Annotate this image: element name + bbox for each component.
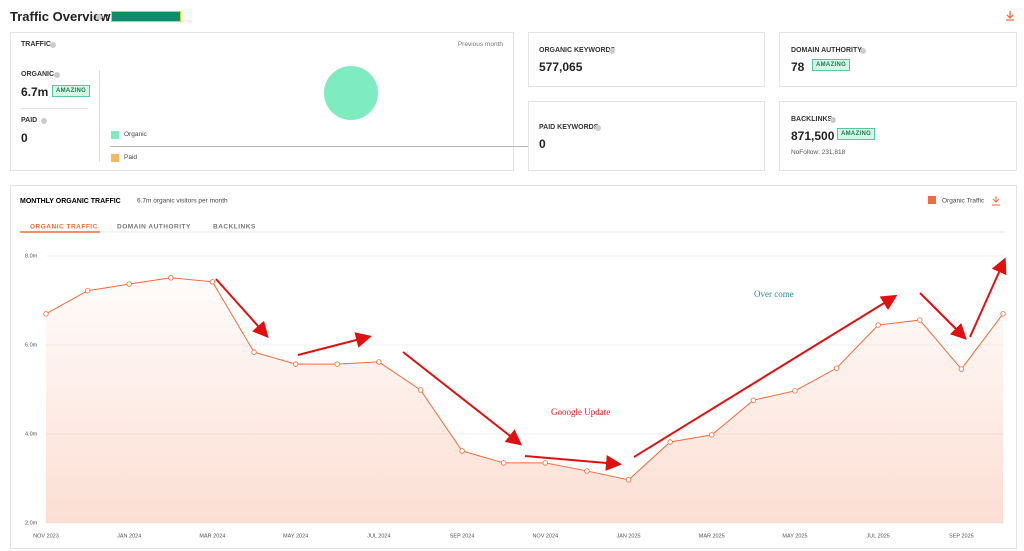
point (376, 359, 382, 365)
masked-domain (111, 11, 181, 22)
tab[interactable]: ORGANIC TRAFFIC (30, 224, 98, 231)
point (417, 387, 424, 393)
chart-title: MONTHLY ORGANIC TRAFFIC (20, 198, 121, 205)
download-button[interactable] (992, 196, 1000, 206)
point (917, 317, 923, 323)
badge: AMAZING (52, 85, 91, 97)
pie-chart (324, 66, 378, 120)
point (209, 279, 216, 285)
period: Previous month (457, 41, 503, 48)
y-tick-label: 4.0m (25, 431, 38, 437)
card-label: ORGANIC KEYWORDS (539, 47, 616, 54)
card-label: ORGANIC (21, 71, 55, 78)
organic-value: 6.7m (21, 85, 49, 99)
card-value: 0 (539, 137, 546, 151)
point (709, 432, 715, 438)
tab[interactable]: DOMAIN AUTHORITY (117, 224, 191, 231)
separator: : (105, 9, 110, 24)
badge: AMAZING (837, 128, 876, 140)
divider (99, 70, 100, 162)
y-tick-label: 2.0m (25, 520, 38, 526)
organic-keywords-card: ORGANIC KEYWORDS 577,065 (528, 32, 765, 87)
point (625, 477, 632, 483)
point (292, 361, 299, 367)
point (126, 281, 132, 287)
x-tick-label: NOV 2023 (33, 533, 59, 539)
card-value: 871,500 (791, 129, 835, 143)
annotation: Gooogle Update (551, 407, 610, 417)
x-tick-label: MAR 2024 (199, 533, 225, 539)
point (459, 448, 465, 454)
x-tick-label: JAN 2025 (616, 533, 640, 539)
info-icon (41, 118, 47, 124)
x-tick-label: MAR 2025 (699, 533, 725, 539)
info-icon (609, 48, 615, 54)
legend-label: Organic (124, 131, 147, 138)
y-tick-label: 6.0m (25, 342, 38, 348)
y-tick-label: 8.0m (25, 253, 38, 259)
info-icon (96, 14, 102, 20)
arrows (215, 257, 1007, 471)
x-tick-label: SEP 2025 (949, 533, 974, 539)
info-icon (860, 48, 866, 54)
line (45, 277, 1004, 481)
download-button[interactable] (1004, 10, 1016, 22)
point (168, 275, 174, 281)
annotation: Over come (754, 289, 794, 299)
page-title: Traffic Overview (10, 9, 111, 24)
point (84, 288, 91, 294)
point (792, 388, 798, 394)
point (833, 365, 840, 371)
point (1000, 311, 1006, 317)
legend-swatch (111, 154, 119, 162)
x-tick-label: JUL 2024 (367, 533, 390, 539)
x-tick-label: MAY 2024 (283, 533, 308, 539)
card-label: BACKLINKS (791, 116, 833, 123)
point (251, 349, 257, 355)
legend-label: Paid (124, 154, 138, 161)
card-value: 577,065 (539, 60, 583, 74)
x-tick-label: MAY 2025 (782, 533, 807, 539)
x-tick-label: JAN 2024 (117, 533, 141, 539)
point (750, 397, 757, 403)
x-tick-label: SEP 2024 (450, 533, 475, 539)
point (43, 311, 49, 317)
point (500, 460, 507, 466)
x-tick-label: NOV 2024 (532, 533, 558, 539)
card-label: PAID KEYWORDS (539, 124, 599, 131)
legend-swatch (111, 131, 119, 139)
point (875, 322, 881, 328)
point (667, 439, 673, 445)
point (542, 460, 549, 466)
point (958, 366, 965, 372)
legend-label: Organic Traffic (942, 198, 985, 205)
tab[interactable]: BACKLINKS (213, 224, 256, 231)
nofollow: NoFollow: 231,818 (791, 149, 846, 156)
domain-authority-card: DOMAIN AUTHORITY 78 AMAZING (779, 32, 1017, 87)
badge: AMAZING (812, 59, 851, 71)
paid-value: 0 (21, 131, 28, 145)
info-icon (54, 72, 60, 78)
card-label: TRAFFIC (21, 41, 51, 48)
divider (21, 108, 88, 109)
paid-keywords-card: PAID KEYWORDS 0 (528, 101, 765, 171)
area (46, 277, 1003, 523)
point (584, 468, 590, 474)
info-icon (50, 42, 56, 48)
card-label: PAID (21, 117, 38, 124)
pie-axis (110, 146, 528, 147)
card-value: 78 (791, 60, 805, 74)
traffic-card: TRAFFIC Previous month ORGANIC 6.7m AMAZ… (10, 32, 514, 171)
backlinks-card: BACKLINKS 871,500 AMAZING NoFollow: 231,… (779, 101, 1017, 171)
legend-swatch (928, 196, 936, 204)
info-icon (830, 117, 836, 123)
card-label: DOMAIN AUTHORITY (791, 47, 862, 54)
point (334, 361, 340, 367)
info-icon (595, 125, 601, 131)
x-tick-label: JUL 2025 (867, 533, 890, 539)
chart-subtitle: 6.7m organic visitors per month (137, 198, 228, 205)
